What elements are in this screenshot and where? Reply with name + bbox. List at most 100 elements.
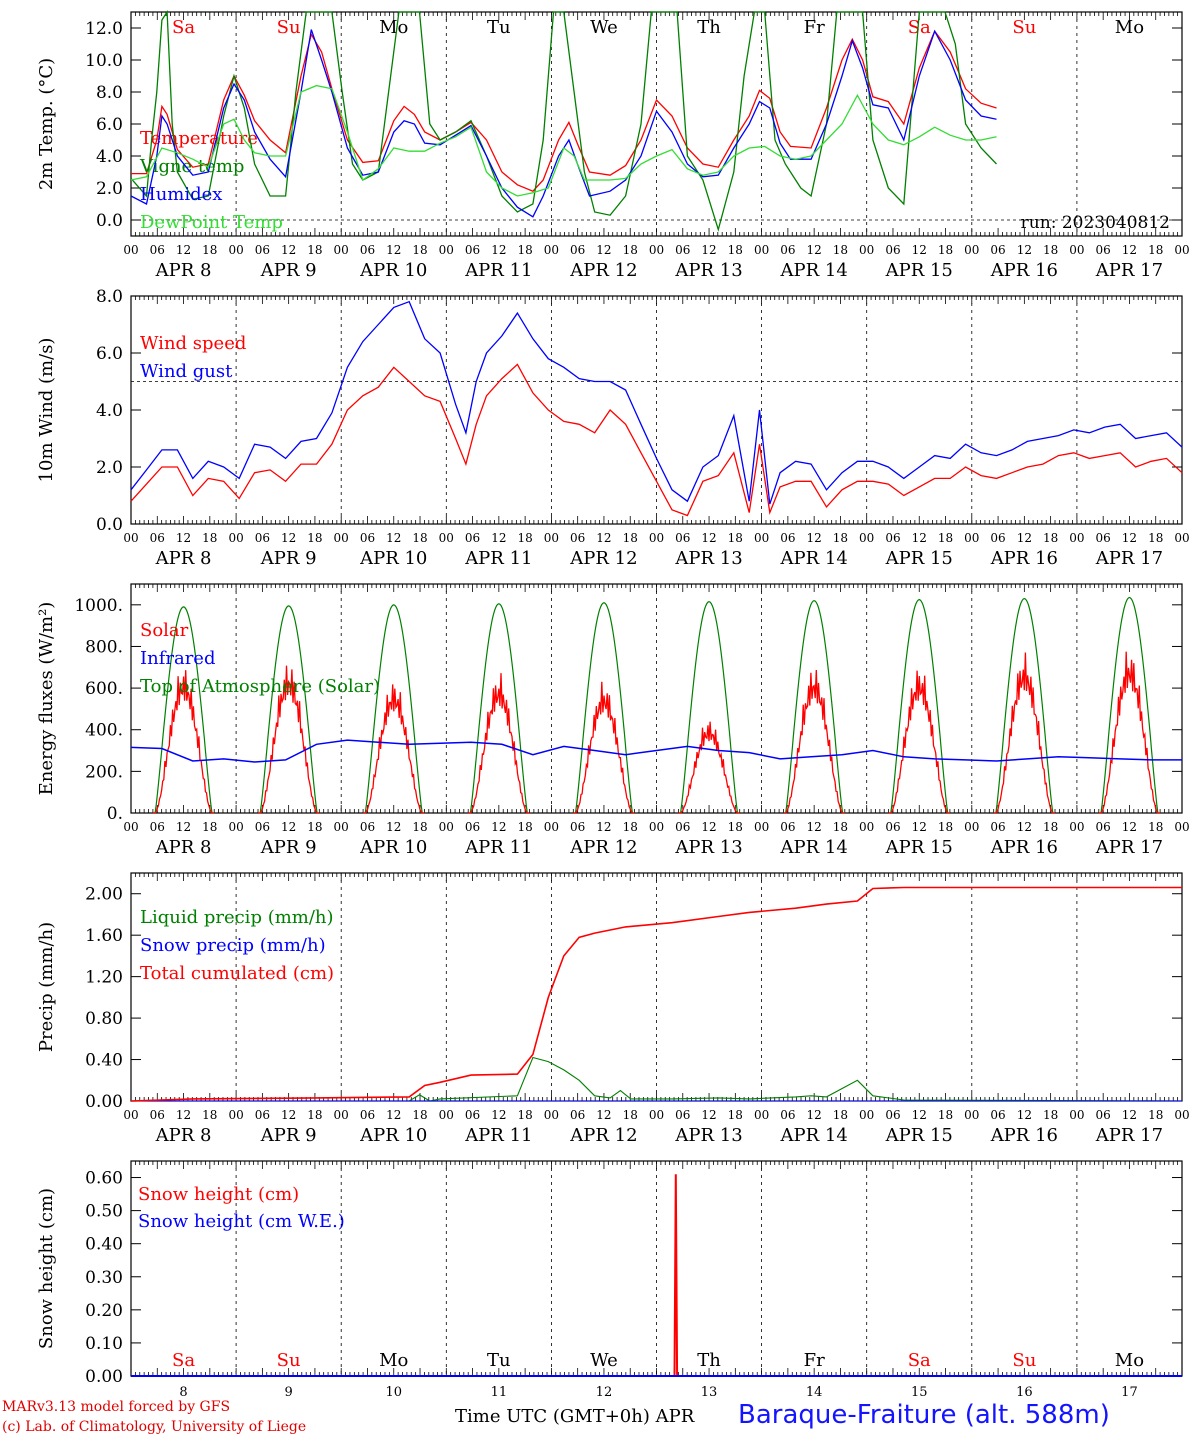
hour-tick-label: 18 (728, 243, 743, 257)
hour-tick-label: 00 (1069, 243, 1084, 257)
hour-tick-label: 06 (1096, 1108, 1111, 1122)
hour-tick-label: 06 (465, 1108, 480, 1122)
time-axis-label: Time UTC (GMT+0h) APR (455, 1406, 695, 1427)
y-tick-label: 0.00 (85, 1367, 123, 1387)
hour-tick-label: 18 (517, 531, 532, 545)
legend-entry: Wind speed (140, 333, 246, 354)
y-tick-label: 2.0 (96, 179, 123, 199)
hour-tick-label: 18 (1148, 820, 1163, 834)
day-label: APR 14 (780, 548, 848, 569)
legend-entry: Vigne temp (139, 156, 244, 177)
hour-tick-label: 18 (1148, 531, 1163, 545)
day-label: APR 13 (674, 1125, 742, 1146)
hour-tick-label: 18 (728, 820, 743, 834)
y-axis-label: 10m Wind (m/s) (36, 338, 57, 483)
y-tick-label: 0.10 (85, 1334, 123, 1354)
hour-tick-label: 12 (912, 1108, 927, 1122)
hour-tick-label: 06 (885, 1108, 900, 1122)
hour-tick-label: 00 (649, 243, 664, 257)
weekday-label: We (590, 1350, 618, 1371)
y-tick-label: 8.0 (96, 287, 123, 307)
day-label: APR 17 (1095, 837, 1163, 858)
hour-tick-label: 06 (255, 243, 270, 257)
hour-tick-label: 18 (623, 243, 638, 257)
hour-tick-label: 00 (439, 1108, 454, 1122)
day-number: 9 (285, 1385, 293, 1400)
hour-tick-label: 12 (596, 1108, 611, 1122)
day-label: APR 9 (260, 1125, 317, 1146)
hour-tick-label: 12 (596, 243, 611, 257)
hour-tick-label: 18 (202, 820, 217, 834)
y-tick-label: 4.0 (96, 401, 123, 421)
hour-tick-label: 00 (859, 1108, 874, 1122)
day-label: APR 9 (260, 548, 317, 569)
day-label: APR 14 (780, 837, 848, 858)
hour-tick-label: 06 (780, 531, 795, 545)
y-tick-label: 600. (85, 679, 123, 699)
weekday-label: Mo (379, 17, 408, 38)
y-tick-label: 0.00 (85, 1092, 123, 1112)
solar-curve (783, 669, 845, 814)
hour-tick-label: 06 (360, 1108, 375, 1122)
legend-entry: Infrared (140, 648, 215, 669)
hour-tick-label: 18 (202, 531, 217, 545)
hour-tick-label: 18 (938, 531, 953, 545)
hour-tick-label: 18 (517, 820, 532, 834)
y-tick-label: 2.00 (85, 885, 123, 905)
day-label: APR 12 (569, 1125, 637, 1146)
day-label: APR 14 (780, 1125, 848, 1146)
hour-tick-label: 12 (1017, 531, 1032, 545)
hour-tick-label: 06 (675, 820, 690, 834)
hour-tick-label: 00 (334, 820, 349, 834)
hour-tick-label: 12 (176, 531, 191, 545)
hour-tick-label: 12 (701, 243, 716, 257)
hour-tick-label: 06 (675, 243, 690, 257)
hour-tick-label: 18 (1043, 820, 1058, 834)
toa-solar-curve (783, 600, 845, 814)
day-label: APR 8 (155, 837, 212, 858)
toa-solar-curve (468, 603, 530, 814)
y-axis-label: 2m Temp. (°C) (36, 58, 57, 190)
hour-tick-label: 00 (1174, 1108, 1189, 1122)
hour-tick-label: 00 (859, 820, 874, 834)
hour-tick-label: 18 (202, 243, 217, 257)
hour-tick-label: 18 (938, 820, 953, 834)
solar-curve (468, 673, 530, 814)
day-label: APR 10 (359, 548, 427, 569)
hour-tick-label: 06 (360, 531, 375, 545)
hour-tick-label: 12 (491, 531, 506, 545)
weekday-label: Su (277, 1350, 301, 1371)
y-tick-label: 800. (85, 637, 123, 657)
weekday-label: Sa (908, 17, 931, 38)
hour-tick-label: 18 (938, 1108, 953, 1122)
y-tick-label: 0.40 (85, 1051, 123, 1071)
hour-tick-label: 12 (281, 243, 296, 257)
hour-tick-label: 18 (307, 1108, 322, 1122)
toa-solar-curve (363, 604, 425, 814)
hour-tick-label: 06 (150, 1108, 165, 1122)
hour-tick-label: 00 (439, 243, 454, 257)
weekday-label: Sa (172, 17, 195, 38)
hour-tick-label: 12 (176, 820, 191, 834)
hour-tick-label: 06 (1096, 820, 1111, 834)
y-tick-label: 8.0 (96, 83, 123, 103)
hour-tick-label: 00 (754, 243, 769, 257)
day-label: APR 10 (359, 837, 427, 858)
hour-tick-label: 00 (228, 820, 243, 834)
hour-tick-label: 00 (544, 820, 559, 834)
weekday-label: Mo (1115, 1350, 1144, 1371)
weekday-label: We (590, 17, 618, 38)
hour-tick-label: 12 (807, 243, 822, 257)
hour-tick-label: 00 (123, 820, 138, 834)
toa-solar-curve (993, 597, 1055, 814)
hour-tick-label: 12 (176, 243, 191, 257)
hour-tick-label: 12 (807, 531, 822, 545)
station-name: Baraque-Fraiture (alt. 588m) (738, 1400, 1110, 1430)
hour-tick-label: 12 (491, 1108, 506, 1122)
hour-tick-label: 18 (728, 1108, 743, 1122)
hour-tick-label: 00 (439, 531, 454, 545)
hour-tick-label: 06 (675, 1108, 690, 1122)
hour-tick-label: 00 (649, 531, 664, 545)
hour-tick-label: 06 (255, 1108, 270, 1122)
hour-tick-label: 18 (623, 820, 638, 834)
